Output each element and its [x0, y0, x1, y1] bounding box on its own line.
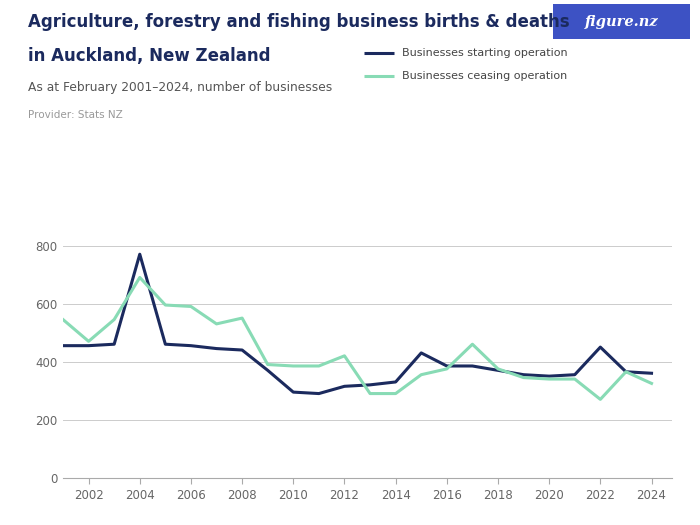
Text: figure.nz: figure.nz	[584, 15, 658, 28]
Text: As at February 2001–2024, number of businesses: As at February 2001–2024, number of busi…	[28, 81, 332, 94]
Text: in Auckland, New Zealand: in Auckland, New Zealand	[28, 47, 270, 65]
Text: Provider: Stats NZ: Provider: Stats NZ	[28, 110, 122, 120]
Text: Businesses ceasing operation: Businesses ceasing operation	[402, 71, 568, 81]
Text: Businesses starting operation: Businesses starting operation	[402, 47, 568, 58]
Text: Agriculture, forestry and fishing business births & deaths: Agriculture, forestry and fishing busine…	[28, 13, 570, 31]
